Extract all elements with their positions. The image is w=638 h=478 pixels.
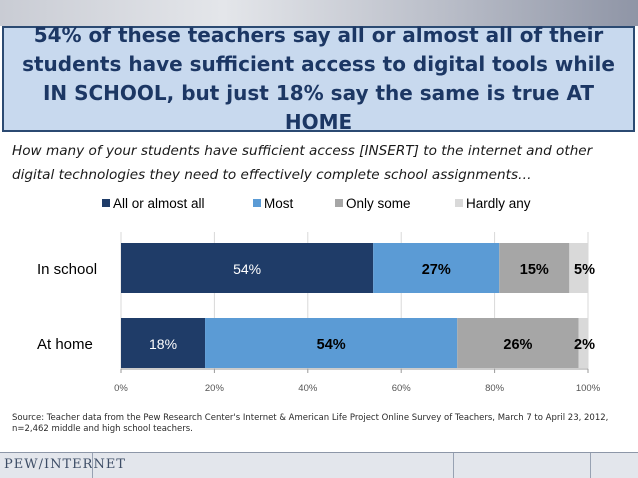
legend-swatch [253,199,261,207]
data-label: 27% [422,262,451,278]
category-label: At home [37,336,93,353]
legend-label: Most [264,196,294,211]
category-label: In school [37,261,97,278]
legend-label: All or almost all [113,196,205,211]
data-label: 26% [503,337,532,353]
legend-label: Only some [346,196,411,211]
footer-divider [590,453,591,478]
bar-segment [373,243,500,293]
bar-segment [205,318,458,368]
data-label: 54% [233,261,261,277]
legend-swatch [335,199,343,207]
headline-box: 54% of these teachers say all or almost … [2,23,635,134]
stacked-bar-chart: In school At home 54% 27% 15% 5% 18% 54% 26% 2% A… [37,196,601,394]
headline-text: 54% of these teachers say all or almost … [22,23,615,134]
bar-segment [499,243,570,293]
legend-swatch [102,199,110,207]
x-tick-label: 80% [485,383,505,394]
data-label: 15% [520,262,549,278]
data-label: 2% [574,337,595,353]
legend-label: Hardly any [466,196,531,211]
survey-question: How many of your students have sufficien… [12,143,593,183]
x-tick-label: 100% [576,383,601,394]
footer-divider [453,453,454,478]
header-banner-image [0,0,638,26]
x-tick-label: 0% [114,383,128,394]
bar-segment [578,318,588,368]
footer-bar: PEW/INTERNET [0,452,638,478]
bar-segment [121,243,374,293]
x-tick-label: 60% [392,383,412,394]
bar-segment [121,318,206,368]
source-note: Source: Teacher data from the Pew Resear… [12,413,609,434]
legend-swatch [455,199,463,207]
bar-segment [569,243,588,293]
footer-divider [92,453,93,478]
data-label: 54% [317,337,346,353]
bar-segment [457,318,579,368]
x-tick-label: 20% [205,383,225,394]
data-label: 5% [574,262,595,278]
x-tick-label: 40% [298,383,318,394]
data-label: 18% [149,336,177,352]
pew-internet-logo: PEW/INTERNET [4,457,126,472]
